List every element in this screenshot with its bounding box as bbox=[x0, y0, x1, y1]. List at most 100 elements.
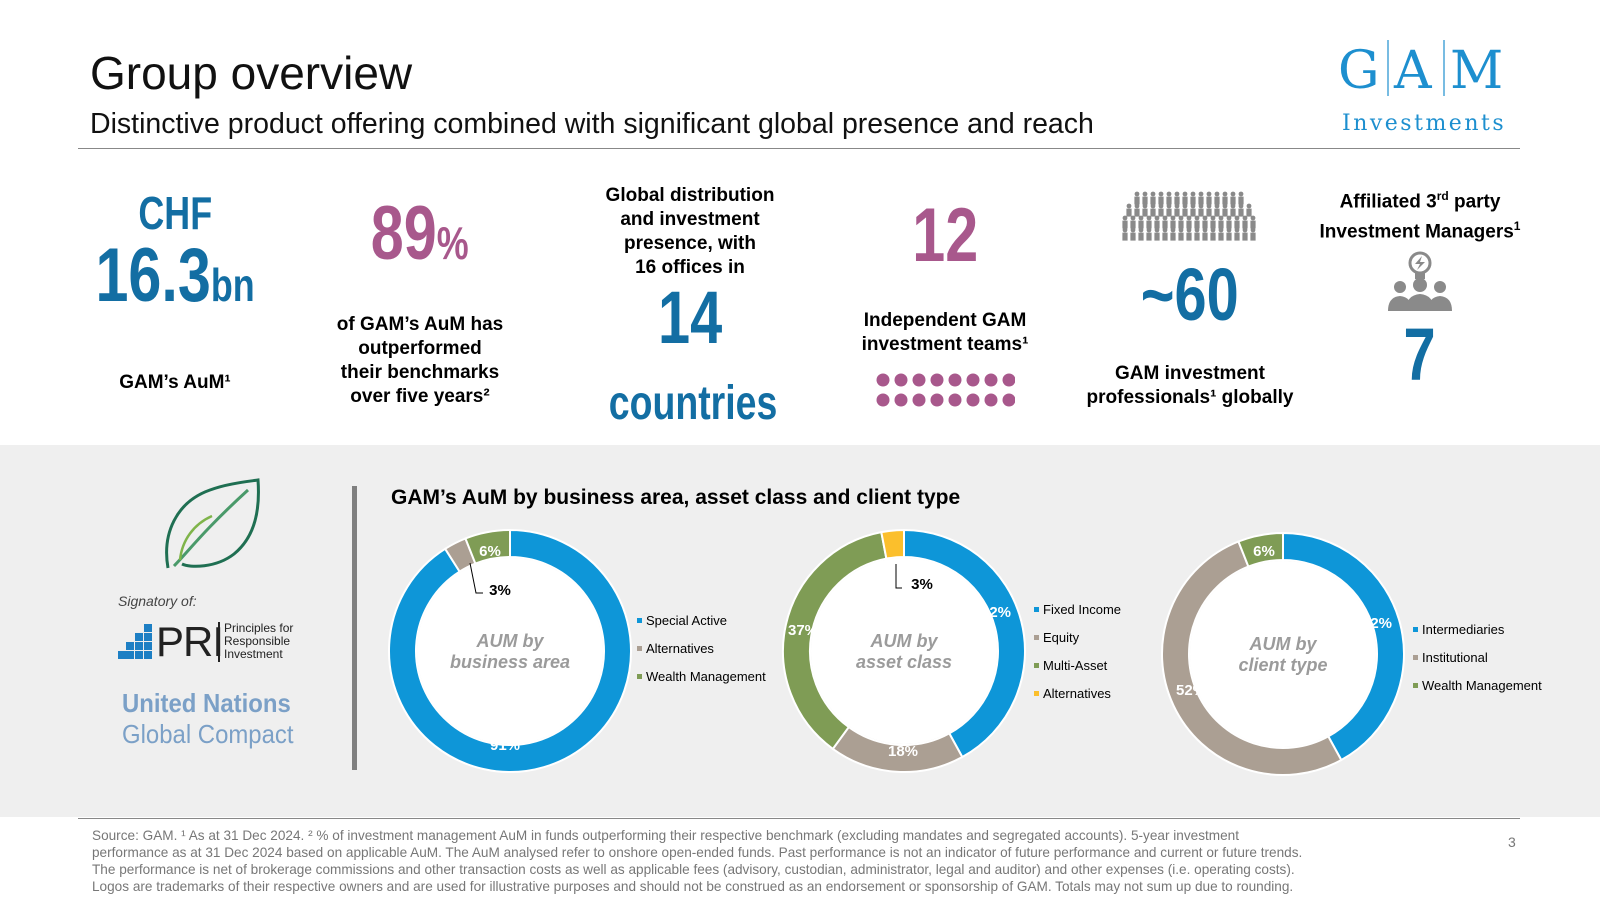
teams-dots-icon bbox=[876, 373, 1016, 407]
donut-slice bbox=[464, 528, 511, 565]
legend-client-type: Intermediaries Institutional Wealth Mana… bbox=[1413, 615, 1542, 699]
gam-investments-logo: G A M Investments bbox=[1338, 36, 1518, 136]
page-subtitle: Distinctive product offering combined wi… bbox=[90, 108, 1094, 140]
stat-teams: 12 Independent GAM investment teams¹ bbox=[840, 198, 1050, 416]
donut-hole bbox=[811, 558, 997, 744]
legend-item: Institutional bbox=[1413, 643, 1542, 671]
legend-item: Wealth Management bbox=[1413, 671, 1542, 699]
outperform-value: 89 bbox=[371, 191, 438, 276]
chart-section-title: GAM’s AuM by business area, asset class … bbox=[391, 486, 961, 509]
footnote: Source: GAM. ¹ As at 31 Dec 2024. ² % of… bbox=[92, 827, 1492, 895]
donut-center-label: AUM by bbox=[870, 631, 939, 651]
legend-item: Fixed Income bbox=[1034, 595, 1121, 623]
people-idea-icon bbox=[1388, 251, 1452, 311]
countries-label-line: Global distribution bbox=[605, 185, 775, 206]
legend-item: Alternatives bbox=[1034, 679, 1121, 707]
teams-label-line: investment teams¹ bbox=[861, 334, 1029, 355]
legend-item: Intermediaries bbox=[1413, 615, 1542, 643]
logo-letter-g: G bbox=[1338, 41, 1380, 96]
donut-leader-line bbox=[895, 564, 902, 589]
donut-center-label: AUM by bbox=[1249, 634, 1318, 654]
outperform-label-line: their benchmarks bbox=[340, 362, 500, 383]
footnote-line: The performance is net of brokerage comm… bbox=[92, 862, 1295, 877]
professionals-value: ~60 bbox=[1141, 253, 1239, 336]
aum-unit: bn bbox=[210, 259, 255, 311]
pri-full-line: Principles for bbox=[224, 621, 294, 635]
donut-slice bbox=[388, 528, 632, 773]
footnote-line: performance as at 31 Dec 2024 based on a… bbox=[92, 845, 1303, 860]
donut-center-label: client type bbox=[1238, 655, 1327, 675]
legend-item: Multi-Asset bbox=[1034, 651, 1121, 679]
countries-label-line: and investment bbox=[620, 209, 760, 230]
crowd-icon bbox=[1122, 191, 1256, 241]
donut-data-label: 6% bbox=[479, 543, 501, 560]
logo-tagline: Investments bbox=[1342, 111, 1507, 136]
footnote-line: Source: GAM. ¹ As at 31 Dec 2024. ² % of… bbox=[92, 828, 1239, 843]
teams-value: 12 bbox=[912, 193, 978, 278]
stat-aum: CHF 16.3bn GAM’s AuM¹ bbox=[70, 188, 280, 395]
donut-center-label: business area bbox=[450, 652, 570, 672]
donut-center-label: asset class bbox=[856, 652, 952, 672]
affiliated-value: 7 bbox=[1403, 312, 1437, 396]
donut-slice bbox=[1237, 531, 1284, 568]
gam-logo-letters: G A M bbox=[1338, 40, 1503, 96]
donut-leader-line bbox=[469, 562, 483, 594]
outperform-unit: % bbox=[437, 217, 469, 269]
signatory-label: Signatory of: bbox=[118, 593, 197, 609]
professionals-label-line: GAM investment bbox=[1115, 363, 1265, 384]
header-divider bbox=[78, 148, 1520, 149]
pri-logo: PRI Principles for Responsible Investmen… bbox=[118, 618, 318, 665]
page-number: 3 bbox=[1508, 834, 1516, 850]
affiliated-label-line1: Affiliated 3rd party bbox=[1339, 189, 1501, 213]
stat-affiliated: Affiliated 3rd party Investment Managers… bbox=[1300, 184, 1540, 409]
outperform-label-line: of GAM’s AuM has bbox=[336, 314, 504, 335]
footer-divider bbox=[78, 818, 1520, 819]
stat-outperformance: 89% of GAM’s AuM has outperformed their … bbox=[320, 196, 520, 409]
stat-professionals: ~60 GAM investment professionals¹ global… bbox=[1070, 186, 1310, 410]
donut-data-label: 18% bbox=[888, 743, 918, 760]
logo-letter-a: A bbox=[1393, 41, 1433, 96]
countries-value: 14 bbox=[657, 276, 723, 359]
pri-squares-icon bbox=[118, 624, 152, 659]
footnote-line: Logos are trademarks of their respective… bbox=[92, 879, 1294, 894]
professionals-label-line: professionals¹ globally bbox=[1086, 387, 1294, 408]
page-title: Group overview bbox=[90, 47, 413, 99]
aum-value: 16.3 bbox=[95, 233, 211, 318]
outperform-label-line: over five years² bbox=[350, 386, 490, 407]
aum-currency: CHF bbox=[138, 187, 212, 239]
pri-full-line: Responsible bbox=[224, 634, 291, 648]
legend-item: Alternatives bbox=[637, 634, 766, 662]
donut-hole bbox=[417, 558, 603, 744]
legend-item: Wealth Management bbox=[637, 662, 766, 690]
donut-data-label: 3% bbox=[911, 576, 933, 593]
donut-hole bbox=[1190, 561, 1376, 747]
donut-slice bbox=[1160, 540, 1343, 776]
legend-item: Equity bbox=[1034, 623, 1121, 651]
teams-label-line: Independent GAM bbox=[863, 310, 1027, 331]
aum-label: GAM’s AuM¹ bbox=[119, 372, 231, 393]
pri-full-line: Investment bbox=[224, 647, 283, 661]
donut-data-label: 52% bbox=[1176, 682, 1206, 699]
section-divider bbox=[352, 486, 357, 770]
donut-center-label: AUM by bbox=[476, 631, 545, 651]
affiliated-label-line2: Investment Managers1 bbox=[1319, 219, 1521, 243]
donut-data-label: 42% bbox=[981, 604, 1011, 621]
pri-abbr: PRI bbox=[156, 618, 224, 665]
countries-unit: countries bbox=[608, 377, 778, 430]
stat-countries: Global distribution and investment prese… bbox=[585, 184, 795, 440]
sustainability-leaf-icon bbox=[165, 478, 260, 569]
un-global-compact-line2: Global Compact bbox=[122, 719, 294, 749]
legend-business-area: Special Active Alternatives Wealth Manag… bbox=[637, 606, 766, 690]
logo-letter-m: M bbox=[1450, 41, 1503, 96]
donut-data-label: 6% bbox=[1253, 543, 1275, 560]
donut-data-label: 37% bbox=[788, 622, 818, 639]
donut-data-label: 91% bbox=[490, 737, 520, 754]
donut-slice bbox=[880, 528, 905, 560]
countries-label-line: presence, with bbox=[624, 233, 756, 254]
donut-data-label: 3% bbox=[489, 582, 511, 599]
outperform-label-line: outperformed bbox=[358, 338, 482, 359]
un-global-compact-line1: United Nations bbox=[122, 688, 291, 718]
countries-label-line: 16 offices in bbox=[635, 257, 745, 278]
legend-asset-class: Fixed Income Equity Multi-Asset Alternat… bbox=[1034, 595, 1121, 707]
